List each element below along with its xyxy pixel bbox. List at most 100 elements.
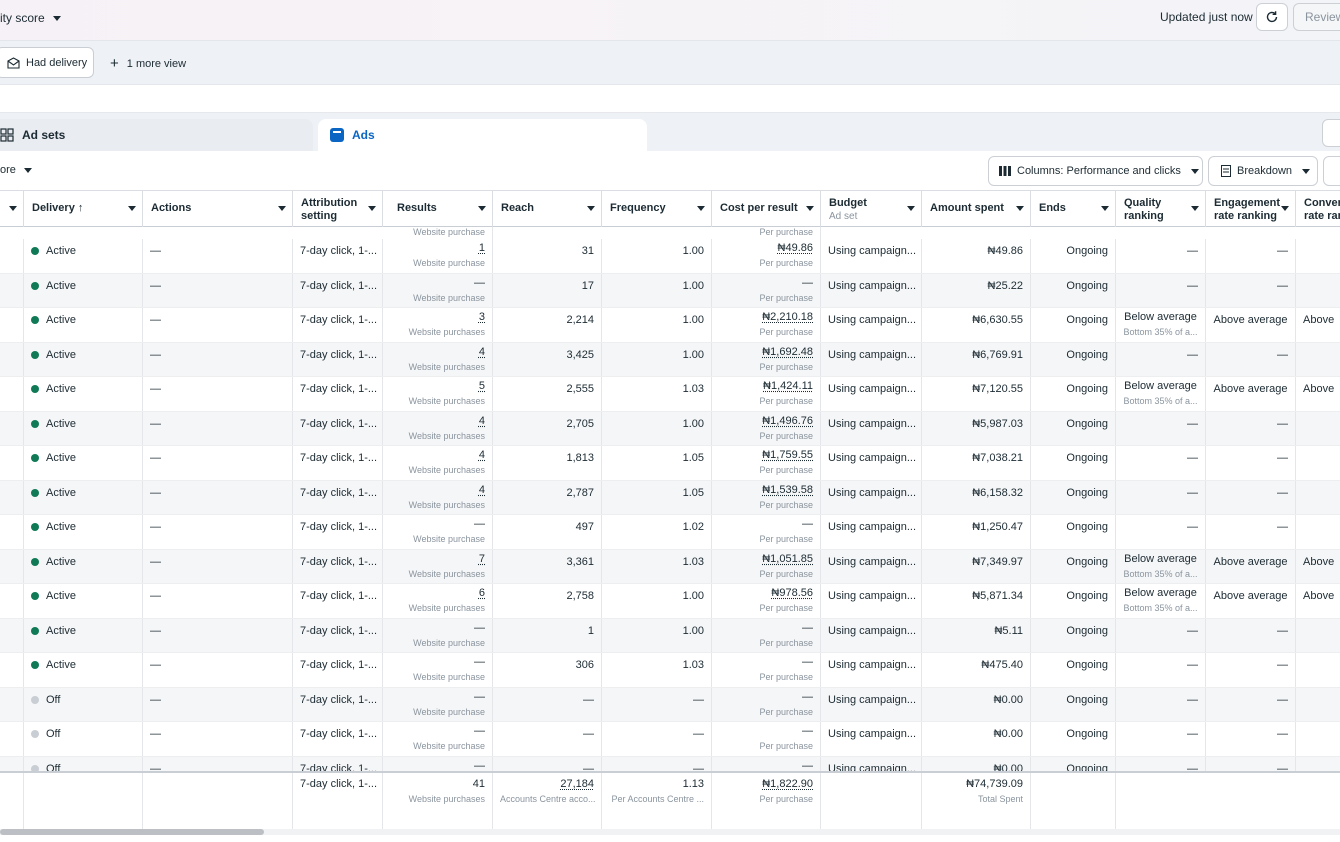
table-row[interactable]: Active — 7-day click, 1-... 4 Website purcha…	[0, 343, 1340, 378]
row-select-cell[interactable]	[0, 377, 24, 411]
actions-cell: —	[143, 653, 293, 687]
sort-caret-icon	[1281, 206, 1289, 211]
table-row[interactable]: Active — 7-day click, 1-... 3 Website purcha…	[0, 308, 1340, 343]
actions-value: —	[150, 245, 285, 257]
more-view-button[interactable]: + 1 more view	[110, 55, 186, 72]
engagement-ranking-cell: —	[1206, 446, 1296, 480]
row-select-cell[interactable]	[0, 308, 24, 342]
table-row[interactable]: Active — 7-day click, 1-... 7 Website purcha…	[0, 550, 1340, 585]
tab-ads[interactable]: Ads	[318, 119, 647, 151]
conversion-value: Above	[1303, 383, 1340, 395]
column-header-results[interactable]: Results	[383, 191, 493, 227]
column-header-amount-spent[interactable]: Amount spent	[922, 191, 1031, 227]
delivery-cell: Off	[24, 757, 143, 772]
table-row[interactable]: Active — 7-day click, 1-... — Website purcha…	[0, 653, 1340, 688]
table-row[interactable]: Active — 7-day click, 1-... 4 Website purcha…	[0, 446, 1340, 481]
chevron-down-icon	[1302, 169, 1310, 174]
results-value: —	[390, 656, 485, 668]
column-header-ends[interactable]: Ends	[1031, 191, 1116, 227]
row-select-cell[interactable]	[0, 619, 24, 653]
tab-ad-sets[interactable]: Ad sets	[0, 119, 313, 151]
table-row[interactable]: Active — 7-day click, 1-... 1 Website purcha…	[0, 239, 1340, 274]
column-header-cost-per-result[interactable]: Cost per result	[712, 191, 821, 227]
row-select-cell[interactable]	[0, 274, 24, 308]
table-row[interactable]: Active — 7-day click, 1-... — Website purcha…	[0, 274, 1340, 309]
amount-value: ₦7,349.97	[929, 556, 1023, 568]
table-row[interactable]: Active — 7-day click, 1-... 4 Website purcha…	[0, 412, 1340, 447]
table-row[interactable]: Active — 7-day click, 1-... — Website purcha…	[0, 515, 1340, 550]
row-select-cell[interactable]	[0, 653, 24, 687]
row-select-cell[interactable]	[0, 757, 24, 772]
row-select-cell[interactable]	[0, 412, 24, 446]
cpr-value: —	[719, 656, 813, 668]
actions-value: —	[150, 418, 285, 430]
breakdown-dropdown[interactable]: Breakdown	[1208, 156, 1318, 186]
frequency-cell: 1.02	[602, 515, 712, 549]
cpr-value: ₦2,210.18	[719, 311, 813, 323]
column-header-actions[interactable]: Actions	[143, 191, 293, 227]
table-row[interactable]: Active — 7-day click, 1-... 5 Website purcha…	[0, 377, 1340, 412]
results-cell: —Website purchase	[383, 757, 493, 772]
row-select-cell[interactable]	[0, 239, 24, 273]
totals-cpr-sub: Per purchase	[719, 794, 813, 804]
ends-cell: Ongoing	[1031, 239, 1116, 273]
column-header-reach[interactable]: Reach	[493, 191, 602, 227]
row-select-cell[interactable]	[0, 688, 24, 722]
conversion-header-line1: Convers	[1304, 197, 1340, 210]
engagement-ranking-cell: —	[1206, 412, 1296, 446]
row-select-cell[interactable]	[0, 481, 24, 515]
row-select-cell[interactable]	[0, 515, 24, 549]
totals-results-sub: Website purchases	[390, 794, 485, 804]
budget-cell: Using campaign...	[821, 377, 922, 411]
reports-button[interactable]	[1323, 156, 1340, 186]
more-label: ore	[0, 164, 16, 176]
attribution-cell: 7-day click, 1-...	[293, 653, 383, 687]
budget-value: Using campaign...	[828, 728, 914, 740]
cpr-sub: Per purchase	[719, 258, 813, 268]
actions-value: —	[150, 383, 285, 395]
reach-cell: 3,425	[493, 343, 602, 377]
column-header-frequency[interactable]: Frequency	[602, 191, 712, 227]
table-row[interactable]: Active — 7-day click, 1-... — Website purcha…	[0, 619, 1340, 654]
actions-value: —	[150, 349, 285, 361]
columns-dropdown[interactable]: Columns: Performance and clicks	[988, 156, 1203, 186]
quality-ranking-cell: —	[1116, 722, 1206, 756]
table-row[interactable]: Off—7-day click, 1-...—Website purchase—…	[0, 757, 1340, 772]
sort-caret-icon	[587, 206, 595, 211]
results-cell: 4 Website purchases	[383, 446, 493, 480]
column-header-delivery[interactable]: Delivery ↑	[24, 191, 143, 227]
table-row[interactable]: Off—7-day click, 1-...—Website purchase—…	[0, 722, 1340, 757]
budget-cell: Using campaign...	[821, 688, 922, 722]
row-select-cell[interactable]	[0, 343, 24, 377]
refresh-button[interactable]	[1256, 3, 1288, 31]
column-header-name[interactable]	[0, 191, 24, 227]
results-cell: 4 Website purchases	[383, 481, 493, 515]
table-row[interactable]: Active — 7-day click, 1-... 6 Website purcha…	[0, 584, 1340, 619]
conversion-ranking-cell	[1296, 239, 1340, 273]
ends-value: Ongoing	[1038, 452, 1108, 464]
column-header-engagement-ranking[interactable]: Engagement rate ranking	[1206, 191, 1296, 227]
table-row[interactable]: Off—7-day click, 1-...—Website purchase—…	[0, 688, 1340, 723]
column-header-attribution[interactable]: Attribution setting	[293, 191, 383, 227]
review-button[interactable]: Review	[1293, 3, 1340, 31]
ends-value: Ongoing	[1038, 521, 1108, 533]
opportunity-score-dropdown[interactable]: ity score	[0, 11, 61, 25]
more-dropdown[interactable]: ore	[0, 164, 32, 176]
column-header-quality-ranking[interactable]: Quality ranking	[1116, 191, 1206, 227]
table-settings-button[interactable]	[1322, 119, 1340, 147]
ends-cell: Ongoing	[1031, 619, 1116, 653]
column-header-budget[interactable]: Budget Ad set	[821, 191, 922, 227]
quality-ranking-cell: —	[1116, 653, 1206, 687]
column-header-conversion-ranking[interactable]: Conversrate ran	[1296, 191, 1340, 227]
had-delivery-view-chip[interactable]: Had delivery	[0, 47, 94, 78]
row-select-cell[interactable]	[0, 584, 24, 618]
row-select-cell[interactable]	[0, 550, 24, 584]
row-select-cell[interactable]	[0, 446, 24, 480]
amount-spent-cell: ₦6,630.55	[922, 308, 1031, 342]
table-row[interactable]: Active — 7-day click, 1-... 4 Website purcha…	[0, 481, 1340, 516]
horizontal-scrollbar-thumb[interactable]	[0, 829, 264, 835]
ends-cell: Ongoing	[1031, 550, 1116, 584]
row-select-cell[interactable]	[0, 722, 24, 756]
results-sub: Website purchase	[390, 672, 485, 682]
attribution-value: 7-day click, 1-...	[300, 383, 375, 395]
